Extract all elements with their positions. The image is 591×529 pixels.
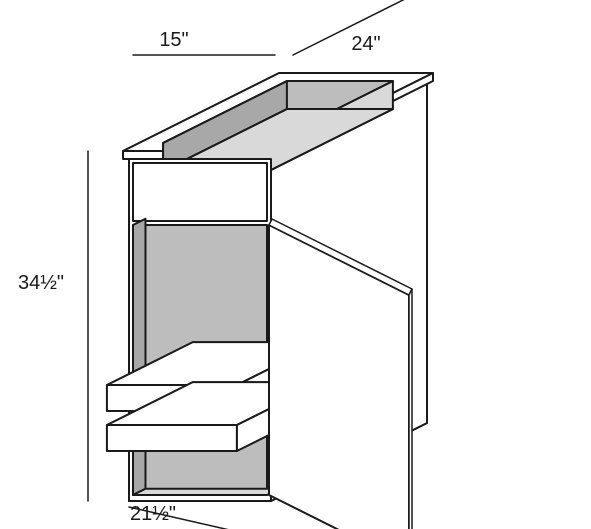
drawer-front (133, 163, 267, 221)
rollout-lower-front (107, 425, 237, 451)
dim-label-width: 15" (159, 29, 188, 51)
dim-label-depth: 24" (351, 33, 380, 55)
interior-left-wall (133, 219, 145, 495)
cabinet-door-outer-edge (409, 289, 412, 529)
dim-label-height: 34½" (18, 272, 64, 294)
interior-floor (133, 489, 279, 495)
dim-label-door-width: 21½" (130, 503, 176, 525)
